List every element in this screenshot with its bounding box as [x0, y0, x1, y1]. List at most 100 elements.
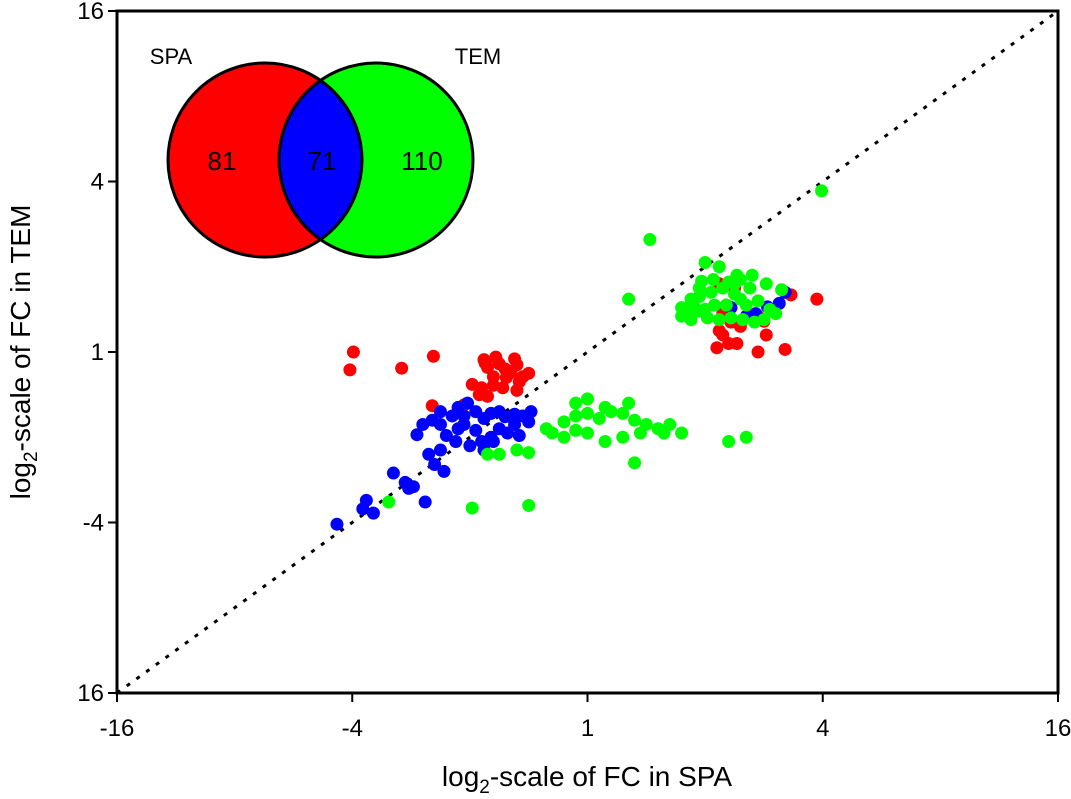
- green-data-point: [539, 422, 553, 436]
- blue-data-point: [433, 405, 447, 419]
- green-data-point: [751, 294, 765, 308]
- blue-data-point: [428, 458, 442, 472]
- x-tick-label: 1: [581, 715, 594, 742]
- green-data-point: [569, 396, 583, 410]
- green-data-point: [382, 495, 396, 509]
- green-data-point: [657, 426, 671, 440]
- x-axis-title: log2-scale of FC in SPA: [442, 761, 733, 798]
- blue-data-point: [508, 417, 522, 431]
- red-data-point: [508, 352, 522, 366]
- blue-data-point: [469, 423, 483, 437]
- blue-data-point: [522, 415, 536, 429]
- green-data-point: [736, 313, 750, 327]
- venn-overlap-region: [279, 63, 362, 257]
- red-data-point: [481, 360, 495, 374]
- y-tick-label: -4: [83, 510, 104, 537]
- blue-data-point: [330, 517, 344, 531]
- x-tick-label: 16: [1045, 715, 1071, 742]
- green-data-point: [616, 406, 630, 420]
- green-data-point: [684, 292, 698, 306]
- blue-data-point: [463, 439, 477, 453]
- green-data-point: [759, 277, 773, 291]
- x-tick-label: -16: [100, 715, 135, 742]
- green-data-point: [719, 298, 733, 312]
- blue-data-point: [366, 506, 380, 520]
- green-data-point: [628, 413, 642, 427]
- red-data-point: [426, 349, 440, 363]
- red-data-point: [510, 383, 524, 397]
- green-data-point: [745, 268, 759, 282]
- blue-data-point: [439, 429, 453, 443]
- red-data-point: [730, 336, 744, 350]
- blue-data-point: [772, 296, 786, 310]
- green-data-point: [739, 298, 753, 312]
- blue-data-point: [406, 480, 420, 494]
- green-data-point: [675, 426, 689, 440]
- y-axis-title-suffix: -scale of FC in TEM: [5, 205, 36, 452]
- green-data-point: [698, 255, 712, 269]
- blue-data-point: [422, 447, 436, 461]
- red-data-point: [810, 292, 824, 306]
- y-axis-title: log2-scale of FC in TEM: [5, 205, 42, 500]
- green-data-point: [748, 315, 762, 329]
- red-data-point: [346, 345, 360, 359]
- green-data-point: [815, 184, 829, 198]
- green-data-point: [569, 409, 583, 423]
- green-data-point: [581, 392, 594, 406]
- green-data-point: [581, 406, 594, 420]
- venn-diagram: SPA TEM 81 71 110: [150, 44, 501, 259]
- blue-data-point: [524, 405, 538, 419]
- green-data-point: [492, 447, 506, 461]
- green-data-point: [633, 426, 647, 440]
- green-data-point: [675, 301, 689, 315]
- green-data-point: [622, 292, 636, 306]
- blue-data-point: [433, 443, 447, 457]
- green-data-point: [695, 274, 709, 288]
- blue-data-point: [486, 435, 500, 449]
- x-axis-title-suffix: -scale of FC in SPA: [490, 761, 733, 792]
- blue-data-point: [451, 422, 465, 436]
- y-tick-label: 4: [91, 169, 104, 196]
- green-data-point: [581, 426, 594, 440]
- blue-data-point: [433, 417, 447, 431]
- y-tick-label: 16: [77, 0, 104, 25]
- green-data-point: [598, 435, 612, 449]
- venn-overlap-count: 71: [308, 146, 337, 176]
- blue-data-point: [437, 464, 451, 478]
- identity-reference-line: [116, 9, 1059, 695]
- red-data-point: [395, 361, 409, 375]
- blue-data-point: [386, 466, 400, 480]
- blue-data-point: [457, 409, 471, 423]
- green-data-point: [775, 283, 789, 297]
- y-axis-title-prefix: log: [5, 462, 36, 499]
- blue-data-point: [449, 435, 463, 449]
- green-data-point: [557, 430, 571, 444]
- green-data-point: [706, 273, 720, 287]
- y-tick-label: 16: [77, 680, 104, 707]
- green-data-point: [557, 415, 571, 429]
- y-axis-title-subscript: 2: [21, 451, 42, 462]
- y-axis-ticks: 16 -4 1 4 16: [77, 0, 117, 707]
- red-data-point: [712, 324, 726, 338]
- green-data-point: [481, 447, 495, 461]
- venn-spa-outline: [166, 61, 364, 259]
- blue-data-point: [359, 493, 373, 507]
- green-data-point: [730, 268, 744, 282]
- red-data-point: [759, 328, 773, 342]
- x-tick-label: -4: [342, 715, 363, 742]
- green-data-point: [622, 396, 636, 410]
- green-data-point: [743, 281, 757, 295]
- red-data-point: [486, 370, 500, 384]
- green-data-point: [722, 435, 736, 449]
- venn-spa-only-count: 81: [208, 146, 237, 176]
- green-data-point: [712, 260, 726, 274]
- green-data-point: [569, 423, 583, 437]
- green-data-point: [598, 400, 612, 414]
- red-data-point: [751, 345, 765, 359]
- green-data-point: [724, 311, 738, 325]
- x-axis-title-subscript: 2: [479, 777, 490, 798]
- x-axis-title-prefix: log: [442, 761, 479, 792]
- green-data-point: [739, 430, 753, 444]
- red-data-point: [496, 381, 510, 395]
